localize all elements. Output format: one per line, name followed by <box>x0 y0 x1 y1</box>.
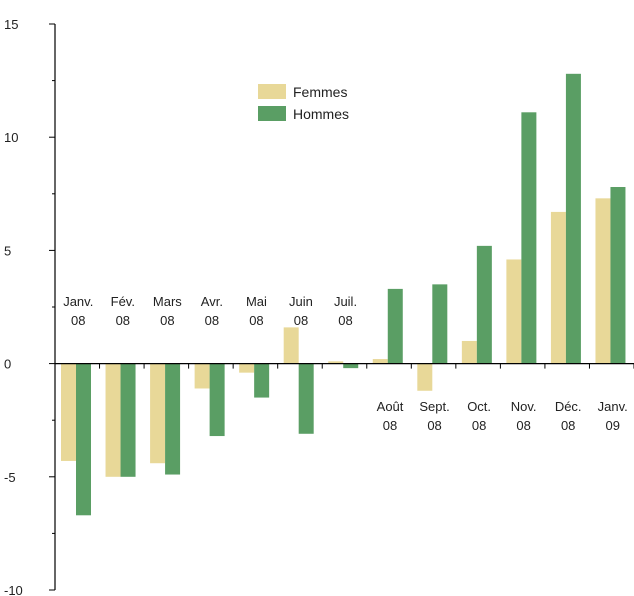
bar-femmes-8 <box>417 363 433 391</box>
bar-hommes-2 <box>165 363 181 475</box>
bar-hommes-11 <box>565 73 581 364</box>
x-tick-label-month: Nov. <box>511 399 537 414</box>
x-tick-label-month: Avr. <box>201 294 223 309</box>
bar-hommes-7 <box>387 288 403 364</box>
legend-label-femmes: Femmes <box>293 84 347 100</box>
bar-femmes-6 <box>328 361 344 364</box>
bar-femmes-5 <box>283 327 299 364</box>
bar-femmes-7 <box>372 359 388 364</box>
x-tick-label-month: Janv. <box>598 399 628 414</box>
bar-hommes-3 <box>209 363 225 437</box>
x-tick-label-month: Déc. <box>555 399 582 414</box>
legend-swatch-femmes <box>258 84 286 99</box>
legend: Femmes Hommes <box>258 84 349 122</box>
bar-femmes-2 <box>150 363 166 464</box>
x-tick-label-month: Sept. <box>419 399 449 414</box>
bar-femmes-11 <box>550 211 566 364</box>
x-tick-label-year: 08 <box>472 418 486 433</box>
x-tick-label-month: Janv. <box>63 294 93 309</box>
x-tick-label-month: Août <box>377 399 404 414</box>
bar-femmes-9 <box>461 340 477 364</box>
bar-hommes-9 <box>476 245 492 364</box>
axes-group: -10 -5 0 5 10 15 <box>4 17 634 596</box>
bar-femmes-0 <box>61 363 76 461</box>
y-tick-label: -5 <box>4 470 16 485</box>
bar-hommes-6 <box>343 363 359 369</box>
bars-group <box>61 73 626 516</box>
bar-hommes-4 <box>254 363 270 398</box>
y-tick-label: 0 <box>4 357 11 372</box>
x-tick-label-year: 08 <box>249 313 263 328</box>
x-tick-label-month: Fév. <box>111 294 135 309</box>
x-tick-label-month: Oct. <box>467 399 491 414</box>
bar-hommes-0 <box>76 363 91 516</box>
x-tick-label-year: 08 <box>160 313 174 328</box>
x-tick-label-year: 08 <box>338 313 352 328</box>
bar-hommes-12 <box>610 187 626 364</box>
x-tick-label-year: 08 <box>561 418 575 433</box>
y-tick-label: 15 <box>4 17 18 32</box>
x-tick-label-year: 09 <box>605 418 619 433</box>
x-tick-label-month: Mars <box>153 294 182 309</box>
x-tick-label-year: 08 <box>427 418 441 433</box>
x-tick-label-year: 08 <box>383 418 397 433</box>
x-tick-label-year: 08 <box>294 313 308 328</box>
y-tick-label: 10 <box>4 130 18 145</box>
x-tick-label-month: Juil. <box>334 294 357 309</box>
y-tick-label: 5 <box>4 243 11 258</box>
x-tick-label-month: Mai <box>246 294 267 309</box>
x-tick-label-year: 08 <box>516 418 530 433</box>
legend-label-hommes: Hommes <box>293 106 349 122</box>
bar-femmes-10 <box>506 259 522 364</box>
x-tick-label-year: 08 <box>205 313 219 328</box>
x-tick-label-year: 08 <box>116 313 130 328</box>
bar-femmes-3 <box>194 363 210 389</box>
bar-hommes-8 <box>432 284 448 364</box>
legend-swatch-hommes <box>258 106 286 121</box>
y-tick-label: -10 <box>4 583 23 596</box>
x-tick-label-year: 08 <box>71 313 85 328</box>
bar-femmes-1 <box>105 363 121 477</box>
x-tick-label-month: Juin <box>289 294 313 309</box>
bar-hommes-10 <box>521 112 537 364</box>
category-labels-group: Janv. 08 Fév. 08 Mars 08 Avr. 08 Mai 08 Juin 08 Juil… <box>63 294 628 433</box>
bar-femmes-12 <box>595 198 611 364</box>
bar-femmes-4 <box>239 363 255 373</box>
bar-hommes-1 <box>120 363 136 477</box>
bar-hommes-5 <box>298 363 314 434</box>
